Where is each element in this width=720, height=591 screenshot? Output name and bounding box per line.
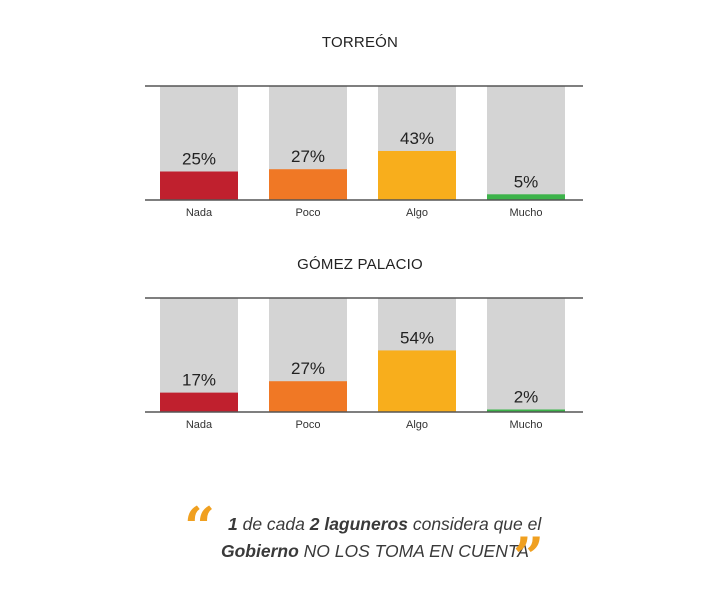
tick-label-algo: Algo xyxy=(406,419,428,431)
data-label-algo: 54% xyxy=(400,328,434,347)
bar-poco xyxy=(269,169,347,200)
bar-poco xyxy=(269,381,347,412)
tick-label-mucho: Mucho xyxy=(509,207,542,219)
close-quote-icon: ” xyxy=(513,525,545,589)
tick-label-nada: Nada xyxy=(186,419,213,431)
bar-algo xyxy=(378,150,456,200)
chart-title-gomez-palacio: GÓMEZ PALACIO xyxy=(297,256,423,273)
bar-track-mucho xyxy=(487,86,565,200)
bar-mucho xyxy=(487,194,565,200)
chart-torreon: 25% Nada 27% Poco 43% Algo 5% Mucho xyxy=(145,85,583,219)
quote-number-2: 2 laguneros xyxy=(309,514,408,534)
quote-line2-b: NO LOS TOMA EN CUENTA xyxy=(303,541,529,561)
quote-number-1: 1 xyxy=(228,514,238,534)
chart-gomez-palacio: 17% Nada 27% Poco 54% Algo 2% Mucho xyxy=(145,297,583,431)
tick-label-poco: Poco xyxy=(295,419,320,431)
data-label-nada: 17% xyxy=(182,371,216,390)
bar-nada xyxy=(160,392,238,412)
quote-line2-a: Gobierno xyxy=(221,541,304,561)
tick-label-nada: Nada xyxy=(186,207,213,219)
quote-line-2: Gobierno NO LOS TOMA EN CUENTA xyxy=(221,541,529,562)
data-label-poco: 27% xyxy=(291,147,325,166)
tick-label-mucho: Mucho xyxy=(509,419,542,431)
data-label-nada: 25% xyxy=(182,150,216,169)
chart-title-torreon: TORREÓN xyxy=(321,34,399,51)
tick-label-algo: Algo xyxy=(406,207,428,219)
quote-text-1: de cada xyxy=(237,514,310,534)
quote-text-2: considera que el xyxy=(407,514,542,534)
data-label-mucho: 5% xyxy=(514,172,539,191)
data-label-algo: 43% xyxy=(400,129,434,148)
bar-nada xyxy=(160,171,238,200)
data-label-mucho: 2% xyxy=(514,388,539,407)
quote-line-1: 1 de cada 2 laguneros considera que el xyxy=(228,514,541,535)
tick-label-poco: Poco xyxy=(295,207,320,219)
open-quote-icon: “ xyxy=(184,495,216,559)
bar-mucho xyxy=(487,409,565,412)
data-label-poco: 27% xyxy=(291,359,325,378)
bar-algo xyxy=(378,350,456,412)
bar-track-mucho xyxy=(487,298,565,412)
